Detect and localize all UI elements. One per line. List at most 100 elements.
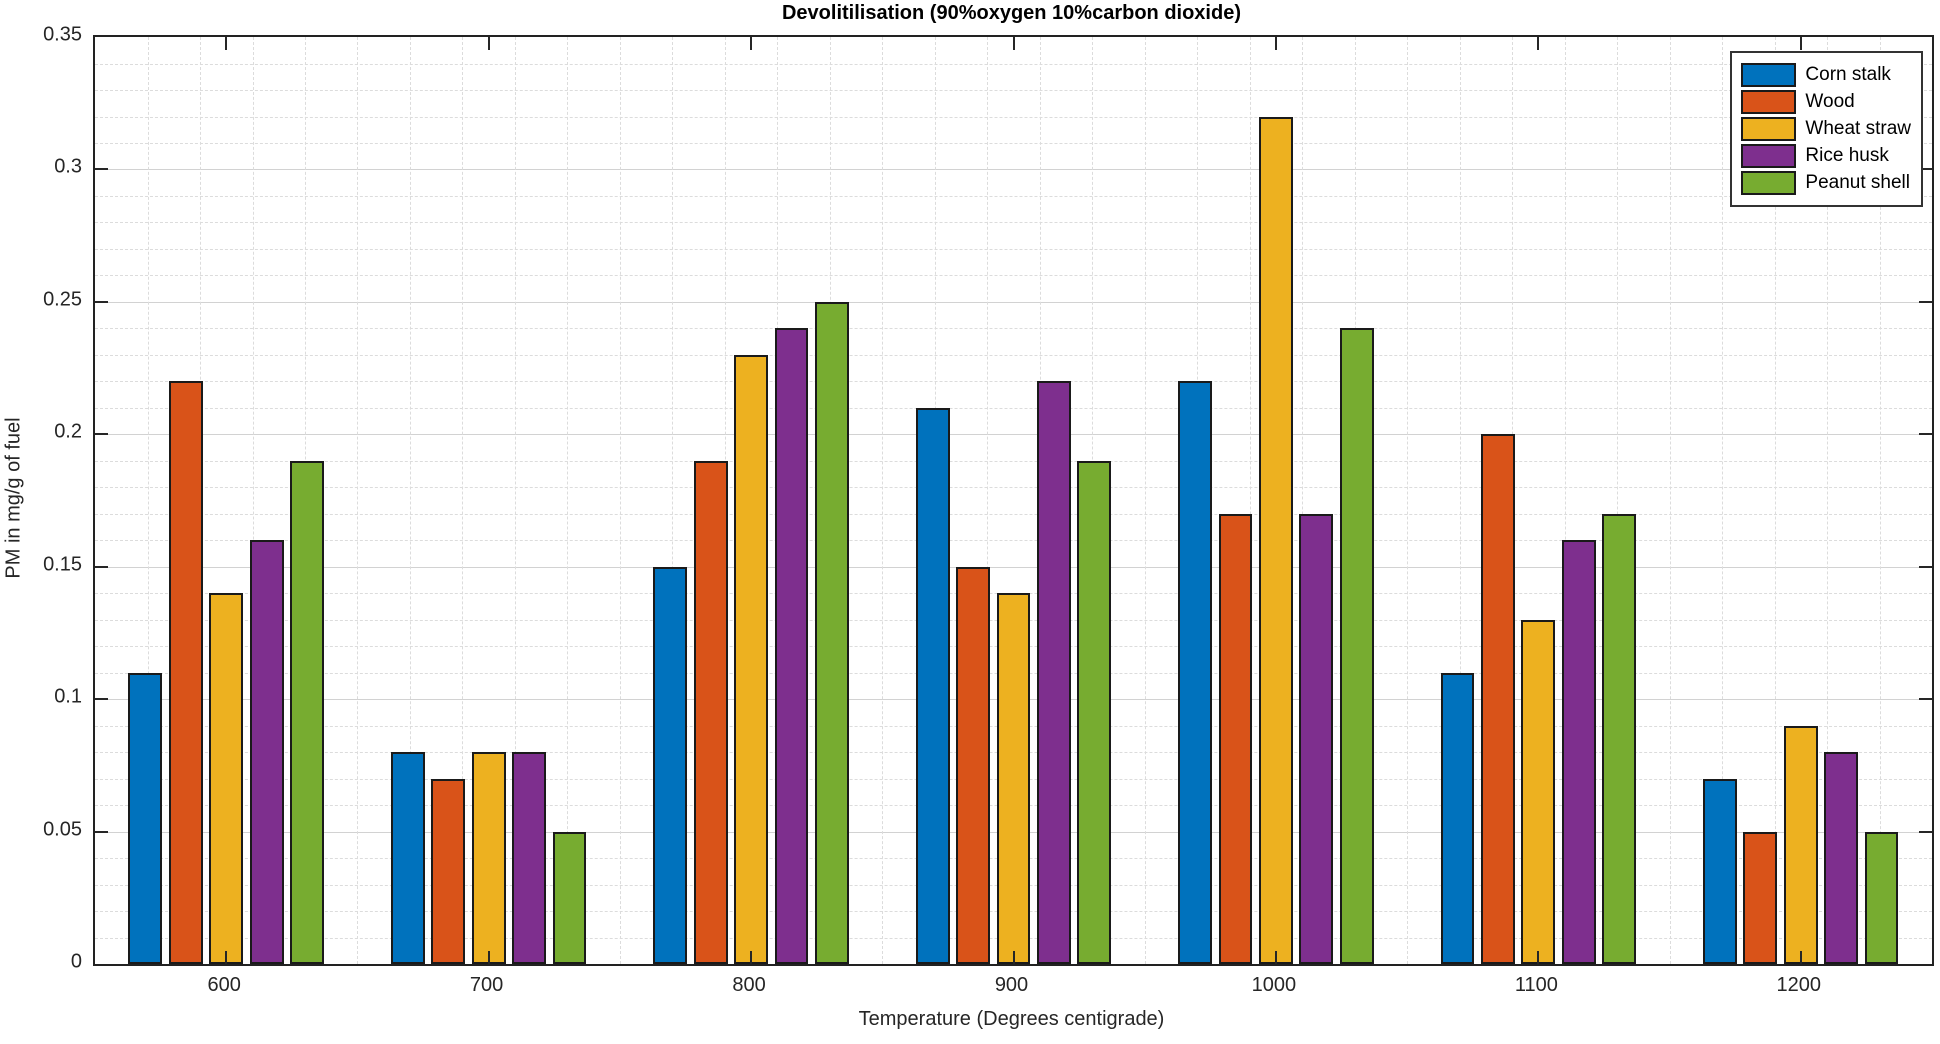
- bar-rice-husk-600: [249, 540, 284, 964]
- minor-hgridline: [95, 540, 1932, 542]
- minor-vgridline: [567, 37, 569, 964]
- bar-rice-husk-1200: [1824, 752, 1859, 964]
- chart-title: Devolitilisation (90%oxygen 10%carbon di…: [781, 2, 1241, 24]
- minor-vgridline: [1144, 37, 1146, 964]
- bar-corn-stalk-1100: [1440, 672, 1475, 964]
- minor-vgridline: [1407, 37, 1409, 964]
- y-tick-label: 0.3: [54, 155, 82, 178]
- legend: Corn stalk Wood Wheat straw Rice husk Peanut…: [1730, 51, 1923, 207]
- x-tick-label: 1100: [1514, 974, 1558, 996]
- bar-corn-stalk-800: [653, 566, 688, 964]
- x-tick: [750, 951, 753, 964]
- bar-wheat-straw-600: [209, 593, 244, 964]
- bar-rice-husk-1000: [1299, 513, 1334, 964]
- major-hgridline: [95, 169, 1932, 171]
- x-tick-top: [1799, 37, 1802, 50]
- bar-corn-stalk-900: [915, 407, 950, 964]
- bar-wood-700: [431, 778, 466, 964]
- y-tick-right: [1919, 698, 1932, 701]
- minor-hgridline: [95, 407, 1932, 409]
- y-tick: [95, 300, 108, 303]
- x-tick-top: [487, 37, 490, 50]
- y-tick-label: 0.25: [43, 288, 82, 311]
- y-tick-right: [1919, 300, 1932, 303]
- bar-wood-1200: [1743, 831, 1778, 964]
- bar-peanut-shell-600: [290, 460, 324, 964]
- minor-hgridline: [95, 275, 1932, 277]
- legend-swatch: [1741, 171, 1797, 195]
- x-tick: [1799, 951, 1802, 964]
- x-tick: [1274, 951, 1277, 964]
- x-tick-label: 800: [732, 974, 766, 996]
- bar-wood-600: [168, 381, 203, 964]
- bar-wood-900: [956, 566, 990, 964]
- minor-hgridline: [95, 195, 1932, 197]
- x-tick-top: [225, 37, 228, 50]
- legend-item: Wood: [1741, 90, 1911, 114]
- x-tick: [1012, 951, 1015, 964]
- minor-hgridline: [95, 142, 1932, 144]
- y-tick-label: 0.35: [43, 23, 82, 46]
- bar-corn-stalk-600: [128, 672, 163, 964]
- x-tick-top: [1537, 37, 1540, 50]
- legend-label: Peanut shell: [1805, 172, 1910, 193]
- legend-item: Rice husk: [1741, 144, 1911, 168]
- x-tick-label: 600: [207, 974, 241, 996]
- x-tick: [225, 951, 228, 964]
- y-tick-right: [1919, 830, 1932, 833]
- x-tick-label: 1200: [1776, 974, 1822, 996]
- legend-label: Rice husk: [1805, 145, 1889, 166]
- y-tick-label: 0.1: [54, 685, 82, 708]
- x-tick-top: [1274, 37, 1277, 50]
- bar-corn-stalk-1200: [1703, 778, 1737, 964]
- plot-area: [93, 35, 1934, 966]
- legend-swatch: [1741, 117, 1797, 141]
- minor-hgridline: [95, 381, 1932, 383]
- y-tick-label: 0: [70, 950, 82, 973]
- x-tick-top: [1012, 37, 1015, 50]
- major-hgridline: [95, 434, 1932, 436]
- minor-hgridline: [95, 116, 1932, 118]
- minor-hgridline: [95, 222, 1932, 224]
- bar-wheat-straw-1000: [1259, 116, 1293, 964]
- legend-item: Wheat straw: [1741, 117, 1911, 141]
- x-tick-top: [750, 37, 753, 50]
- bar-peanut-shell-900: [1077, 460, 1112, 964]
- bar-wheat-straw-700: [471, 752, 506, 964]
- legend-swatch: [1741, 63, 1797, 87]
- bar-wood-800: [693, 460, 728, 964]
- legend-label: Corn stalk: [1805, 64, 1891, 85]
- bar-peanut-shell-1100: [1602, 513, 1637, 964]
- major-hgridline: [95, 566, 1932, 568]
- minor-hgridline: [95, 513, 1932, 515]
- y-tick: [95, 698, 108, 701]
- bar-wheat-straw-1100: [1521, 619, 1556, 964]
- y-tick: [95, 433, 108, 436]
- y-tick-right: [1919, 433, 1932, 436]
- legend-item: Corn stalk: [1741, 63, 1911, 87]
- minor-vgridline: [619, 37, 621, 964]
- x-tick: [487, 951, 490, 964]
- y-tick-label: 0.05: [43, 818, 82, 841]
- x-tick-label: 700: [469, 974, 504, 996]
- bar-peanut-shell-800: [814, 301, 849, 964]
- bar-corn-stalk-700: [390, 752, 425, 964]
- legend-item: Peanut shell: [1741, 171, 1911, 195]
- legend-swatch: [1741, 90, 1797, 114]
- y-tick: [95, 830, 108, 833]
- bar-wood-1100: [1481, 434, 1515, 964]
- minor-hgridline: [95, 248, 1932, 250]
- bar-rice-husk-800: [774, 328, 809, 964]
- bar-rice-husk-1100: [1561, 540, 1596, 964]
- bar-wheat-straw-900: [996, 593, 1031, 964]
- y-tick: [95, 565, 108, 568]
- major-hgridline: [95, 301, 1932, 303]
- y-tick: [95, 168, 108, 171]
- minor-hgridline: [95, 460, 1932, 462]
- x-tick-label: 900: [994, 974, 1029, 996]
- minor-hgridline: [95, 328, 1932, 330]
- x-tick: [1537, 951, 1540, 964]
- minor-vgridline: [882, 37, 884, 964]
- bar-rice-husk-900: [1036, 381, 1071, 964]
